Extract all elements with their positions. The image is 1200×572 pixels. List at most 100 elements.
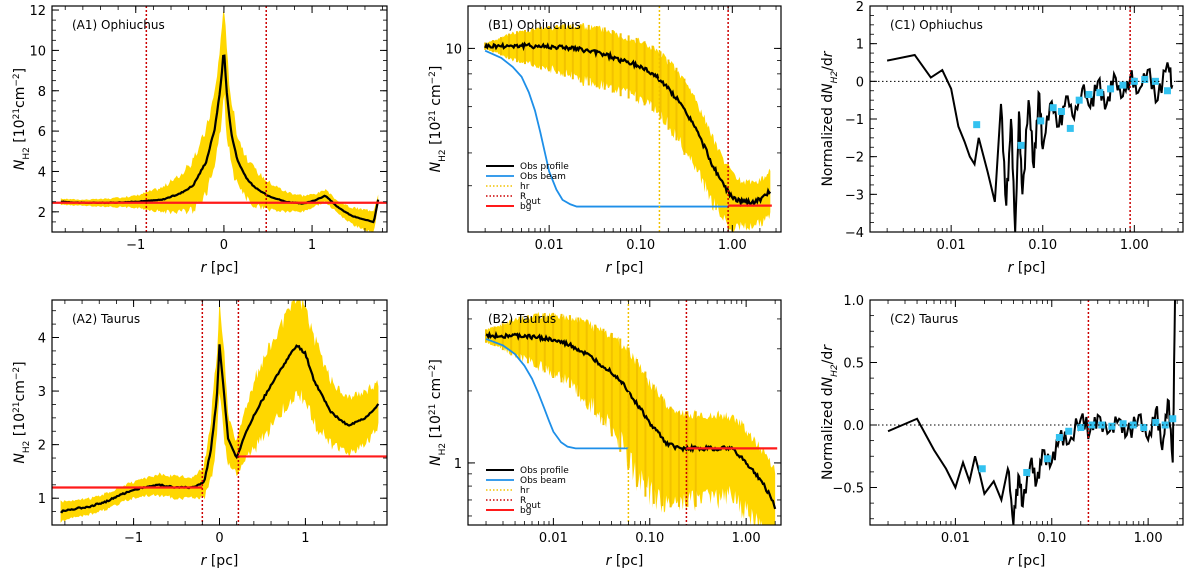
x-axis-label: r [pc] (606, 553, 644, 569)
y-tick-label: 3 (38, 385, 46, 400)
y-tick-label: −0.5 (832, 482, 864, 497)
y-tick-label: 1 (454, 457, 462, 472)
binned-point (1057, 107, 1065, 115)
ticks: 0.01 0.10 1.00 −4 −3 −2 −1 0 1 2 (845, 0, 1183, 253)
binned-point (1043, 455, 1051, 463)
y-axis-label: NH2 [1021cm−2] (12, 68, 32, 170)
series-binned (978, 415, 1177, 476)
x-tick-label: 1.00 (718, 238, 747, 253)
y-tick-label: 0 (856, 75, 864, 90)
panel-title: (B2) Taurus (488, 312, 556, 326)
legend-label: Rout (520, 496, 541, 511)
x-tick-label: 0.10 (1028, 238, 1057, 253)
series-obs-profile (60, 344, 380, 514)
binned-point (1088, 421, 1096, 429)
legend-label: bg (520, 202, 531, 212)
panel-a2: −1 0 1 1 2 3 4 (A2) Taurus r [pc] NH2 [1021cm−2] (12, 299, 388, 569)
binned-point (1065, 427, 1073, 435)
plot-area (485, 300, 778, 525)
series-obs-beam (484, 49, 729, 208)
panel-title: (B1) Ophiuchus (488, 18, 581, 32)
legend-label: Obs profile (520, 466, 569, 476)
binned-point (1152, 419, 1160, 426)
x-axis-label: r [pc] (201, 553, 239, 569)
panel-c2: 0.01 0.10 1.00 −0.5 0.0 0.5 1.0 (C2) Taurus r [p… (820, 294, 1184, 569)
x-tick-label: 0.01 (535, 238, 564, 253)
binned-point (1119, 420, 1127, 428)
binned-point (1049, 104, 1057, 112)
y-tick-label: 4 (38, 165, 46, 180)
binned-point (978, 465, 986, 473)
y-tick-label: 0.0 (843, 419, 864, 434)
legend-label: hr (520, 486, 530, 496)
x-tick-label: 0.01 (937, 238, 966, 253)
binned-point (1075, 96, 1083, 104)
panel-title: (C2) Taurus (890, 312, 958, 326)
plot-area (870, 6, 1183, 232)
axes-frame (51, 5, 388, 233)
panel-title: (C1) Ophiuchus (890, 18, 983, 32)
ticks: 0.01 0.10 1.00 1 (454, 300, 781, 546)
binned-point (1066, 124, 1074, 132)
binned-point (1085, 91, 1093, 99)
legend-label: Rout (520, 192, 541, 207)
x-tick-label: −1 (124, 531, 143, 546)
ticks: 0.01 0.10 1.00 −0.5 0.0 0.5 1.0 (832, 294, 1183, 546)
legend-label: hr (520, 182, 530, 192)
y-tick-label: −4 (845, 226, 864, 241)
plot-area (52, 6, 387, 232)
x-tick-label: 1.00 (1120, 238, 1149, 253)
x-axis-label: r [pc] (606, 260, 644, 276)
axes-frame (869, 299, 1184, 526)
legend-label: Obs beam (520, 172, 566, 182)
binned-point (973, 121, 981, 129)
error-band (60, 300, 379, 523)
series-derivative (887, 300, 1177, 525)
x-tick-label: 0.10 (635, 531, 664, 546)
panel-c1: 0.01 0.10 1.00 −4 −3 −2 −1 0 1 2 (C1) Ophiuchus r [… (820, 0, 1184, 276)
panel-b1: 0.01 0.10 1.00 10 (B1) Ophiuchus r [pc] NH2 [1… (428, 5, 782, 276)
binned-point (1119, 81, 1127, 89)
y-tick-label: 10 (29, 44, 46, 59)
x-tick-label: 1 (308, 238, 316, 253)
axes-frame (869, 5, 1184, 233)
series-obs-profile (484, 41, 772, 208)
error-bars (485, 312, 697, 508)
series-obs-beam (485, 338, 629, 450)
y-axis-label: NH2 [1021 cm−2] (428, 359, 448, 466)
x-axis-label: r [pc] (1008, 260, 1046, 276)
binned-point (1077, 424, 1085, 431)
x-tick-label: 1 (301, 531, 309, 546)
x-tick-label: 0.01 (539, 531, 568, 546)
plot-area (870, 300, 1183, 525)
binned-point (1169, 415, 1177, 423)
x-tick-label: 0.10 (626, 238, 655, 253)
panel-title: (A2) Taurus (72, 312, 140, 326)
legend-label: bg (520, 506, 531, 516)
y-axis-label: Normalized dNH2/dr (820, 344, 840, 480)
x-tick-label: 0 (215, 531, 223, 546)
x-axis-label: r [pc] (201, 260, 239, 276)
plot-area (484, 6, 772, 232)
x-tick-label: 1.00 (732, 531, 761, 546)
y-tick-label: −1 (845, 113, 864, 128)
y-tick-label: 1 (856, 38, 864, 53)
series-derivative (886, 53, 1174, 232)
binned-point (1163, 87, 1171, 95)
y-tick-label: 1.0 (843, 294, 864, 309)
x-tick-label: 1.00 (1134, 531, 1163, 546)
y-tick-label: 2 (38, 206, 46, 221)
y-tick-label: 12 (29, 4, 46, 19)
error-band (60, 11, 379, 232)
binned-point (1037, 117, 1045, 125)
ticks: 0.01 0.10 1.00 10 (445, 6, 781, 253)
x-tick-label: 0 (220, 238, 228, 253)
legend-label: Obs profile (520, 162, 569, 172)
binned-point (1108, 422, 1116, 430)
binned-point (1161, 421, 1169, 429)
